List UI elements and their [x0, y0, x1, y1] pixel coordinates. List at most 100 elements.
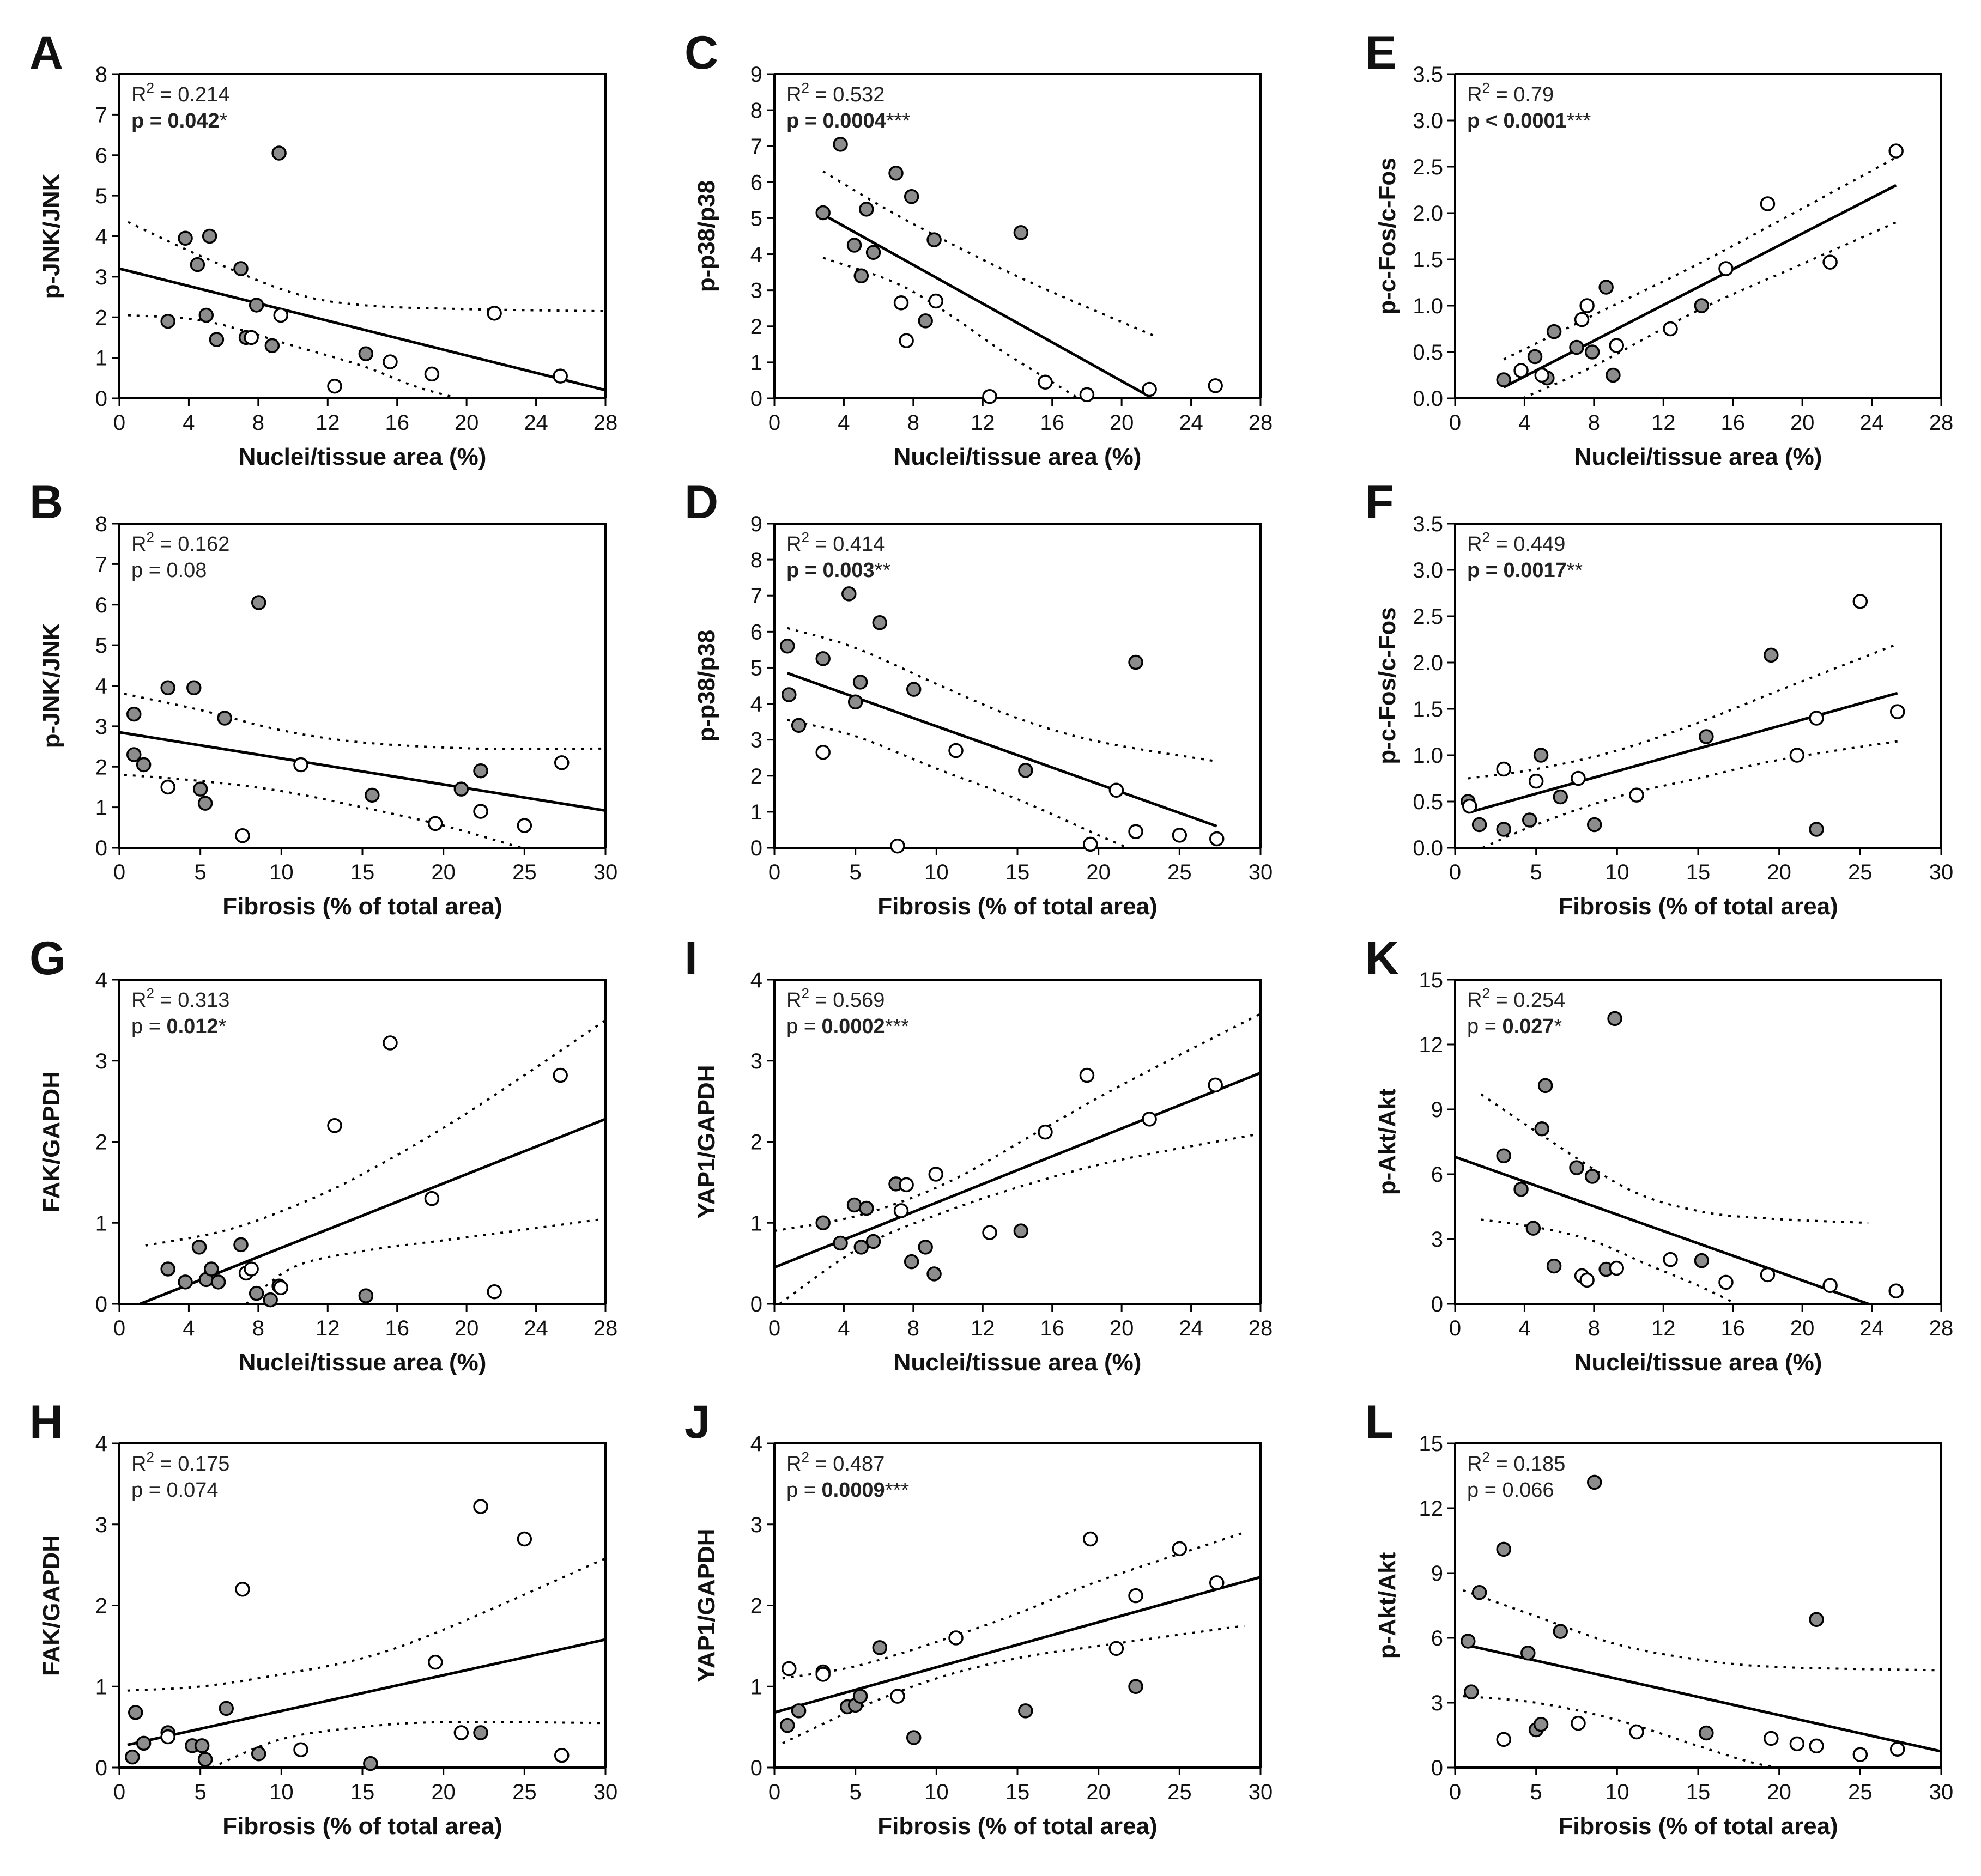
data-point-filled [1128, 654, 1143, 670]
y-axis-title: p-JNK/JNK [38, 173, 65, 299]
data-point-open [982, 1225, 997, 1240]
data-point-open [1208, 378, 1223, 393]
y-tick-label: 6 [1431, 1163, 1443, 1187]
x-tick-label: 20 [1790, 411, 1815, 435]
data-point-filled [136, 1735, 152, 1751]
regression-line [140, 1118, 605, 1304]
data-points [125, 1499, 570, 1771]
x-axis-title: Nuclei/tissue area (%) [1574, 1349, 1822, 1376]
y-axis-title: p-JNK/JNK [38, 623, 65, 748]
data-point-filled [791, 1703, 807, 1719]
y-tick-label: 2 [95, 306, 107, 330]
y-tick-label: 2 [95, 1594, 107, 1618]
x-axis-title: Fibrosis (% of total area) [222, 893, 502, 920]
y-tick-label: 0.5 [1413, 790, 1443, 814]
data-point-filled [473, 763, 488, 779]
y-tick-label: 6 [750, 620, 762, 644]
x-tick-label: 25 [512, 860, 537, 884]
x-tick-label: 12 [1651, 411, 1676, 435]
data-point-open [473, 804, 488, 819]
plot-frame [774, 979, 1262, 1304]
y-tick-label: 15 [1419, 968, 1444, 992]
confidence-band-upper [1480, 1093, 1869, 1224]
data-point-filled [1607, 1011, 1622, 1027]
y-tick-label: 1.5 [1413, 697, 1443, 721]
x-tick-label: 16 [385, 411, 409, 435]
data-point-open [160, 779, 175, 795]
confidence-band-lower [779, 1132, 1261, 1304]
plot-frame [1455, 523, 1942, 848]
data-point-filled [126, 747, 142, 762]
data-point-filled [1018, 1703, 1033, 1719]
x-tick-label: 24 [1179, 411, 1203, 435]
x-tick-label: 20 [1790, 1316, 1815, 1340]
data-point-filled [906, 1730, 922, 1745]
y-tick-label: 0 [95, 1292, 107, 1316]
p-value: 0.012 [166, 1015, 218, 1038]
x-axis-title: Fibrosis (% of total area) [877, 893, 1157, 920]
data-point-filled [833, 137, 848, 152]
x-axis-title: Fibrosis (% of total area) [222, 1813, 502, 1839]
y-axis-title: FAK/GAPDH [38, 1071, 65, 1212]
data-point-filled [888, 166, 904, 181]
x-tick-label: 12 [971, 1316, 995, 1340]
y-tick-label: 12 [1419, 1497, 1444, 1521]
data-point-filled [815, 651, 831, 666]
confidence-band-upper [1463, 1589, 1941, 1672]
x-tick-label: 0 [1449, 1780, 1461, 1804]
x-tick-label: 24 [1859, 1316, 1884, 1340]
data-point-open [1579, 298, 1595, 313]
x-tick-label: 20 [1110, 1316, 1134, 1340]
data-point-filled [136, 757, 152, 773]
data-point-filled [233, 1237, 249, 1253]
data-point-open [1142, 1112, 1157, 1127]
data-point-filled [1569, 1160, 1584, 1175]
x-tick-label: 0 [113, 1316, 125, 1340]
x-tick-label: 4 [838, 411, 850, 435]
x-tick-label: 0 [768, 860, 780, 884]
x-tick-label: 12 [316, 411, 340, 435]
data-point-open [1128, 824, 1143, 839]
r-squared-value: 0.79 [1513, 83, 1554, 106]
y-tick-label: 4 [750, 968, 762, 992]
data-point-open [383, 1035, 398, 1051]
r-squared-text: R2 = 0.79 [1467, 80, 1554, 106]
data-point-filled [363, 1756, 378, 1771]
data-point-open [982, 388, 997, 404]
p-prefix: p < [1467, 110, 1504, 132]
data-point-open [1038, 1124, 1053, 1140]
y-tick-label: 6 [1431, 1626, 1443, 1650]
data-point-filled [178, 230, 193, 246]
y-tick-label: 5 [95, 184, 107, 208]
data-point-filled [872, 1640, 888, 1655]
significance-stars: ** [875, 559, 891, 582]
p-prefix: p = [131, 1015, 166, 1038]
data-point-filled [249, 298, 264, 313]
data-point-open [1609, 338, 1625, 353]
x-tick-label: 4 [838, 1316, 850, 1340]
x-tick-label: 8 [907, 1316, 919, 1340]
data-point-open [899, 333, 914, 348]
r-squared-value: 0.487 [833, 1453, 885, 1476]
data-point-open [1496, 761, 1511, 777]
data-point-filled [833, 1235, 848, 1251]
x-tick-label: 4 [183, 1316, 195, 1340]
significance-stars: * [219, 1015, 227, 1038]
plot-frame [119, 1442, 607, 1768]
y-tick-label: 2 [95, 1131, 107, 1155]
data-point-filled [1694, 1253, 1710, 1268]
x-tick-label: 24 [524, 1316, 548, 1340]
data-point-open [1209, 831, 1225, 847]
x-axis-title: Nuclei/tissue area (%) [894, 1349, 1142, 1376]
plot-frame [774, 1442, 1262, 1768]
fit-lines [119, 221, 605, 398]
p-value-text: p = 0.012* [131, 1015, 227, 1038]
x-tick-label: 4 [1518, 1316, 1530, 1340]
data-point-open [160, 1729, 175, 1745]
significance-stars: ** [1567, 559, 1583, 582]
data-point-open [1789, 1736, 1805, 1752]
y-tick-label: 0.0 [1413, 836, 1443, 860]
data-point-filled [780, 639, 795, 654]
y-tick-label: 3.5 [1413, 512, 1443, 536]
